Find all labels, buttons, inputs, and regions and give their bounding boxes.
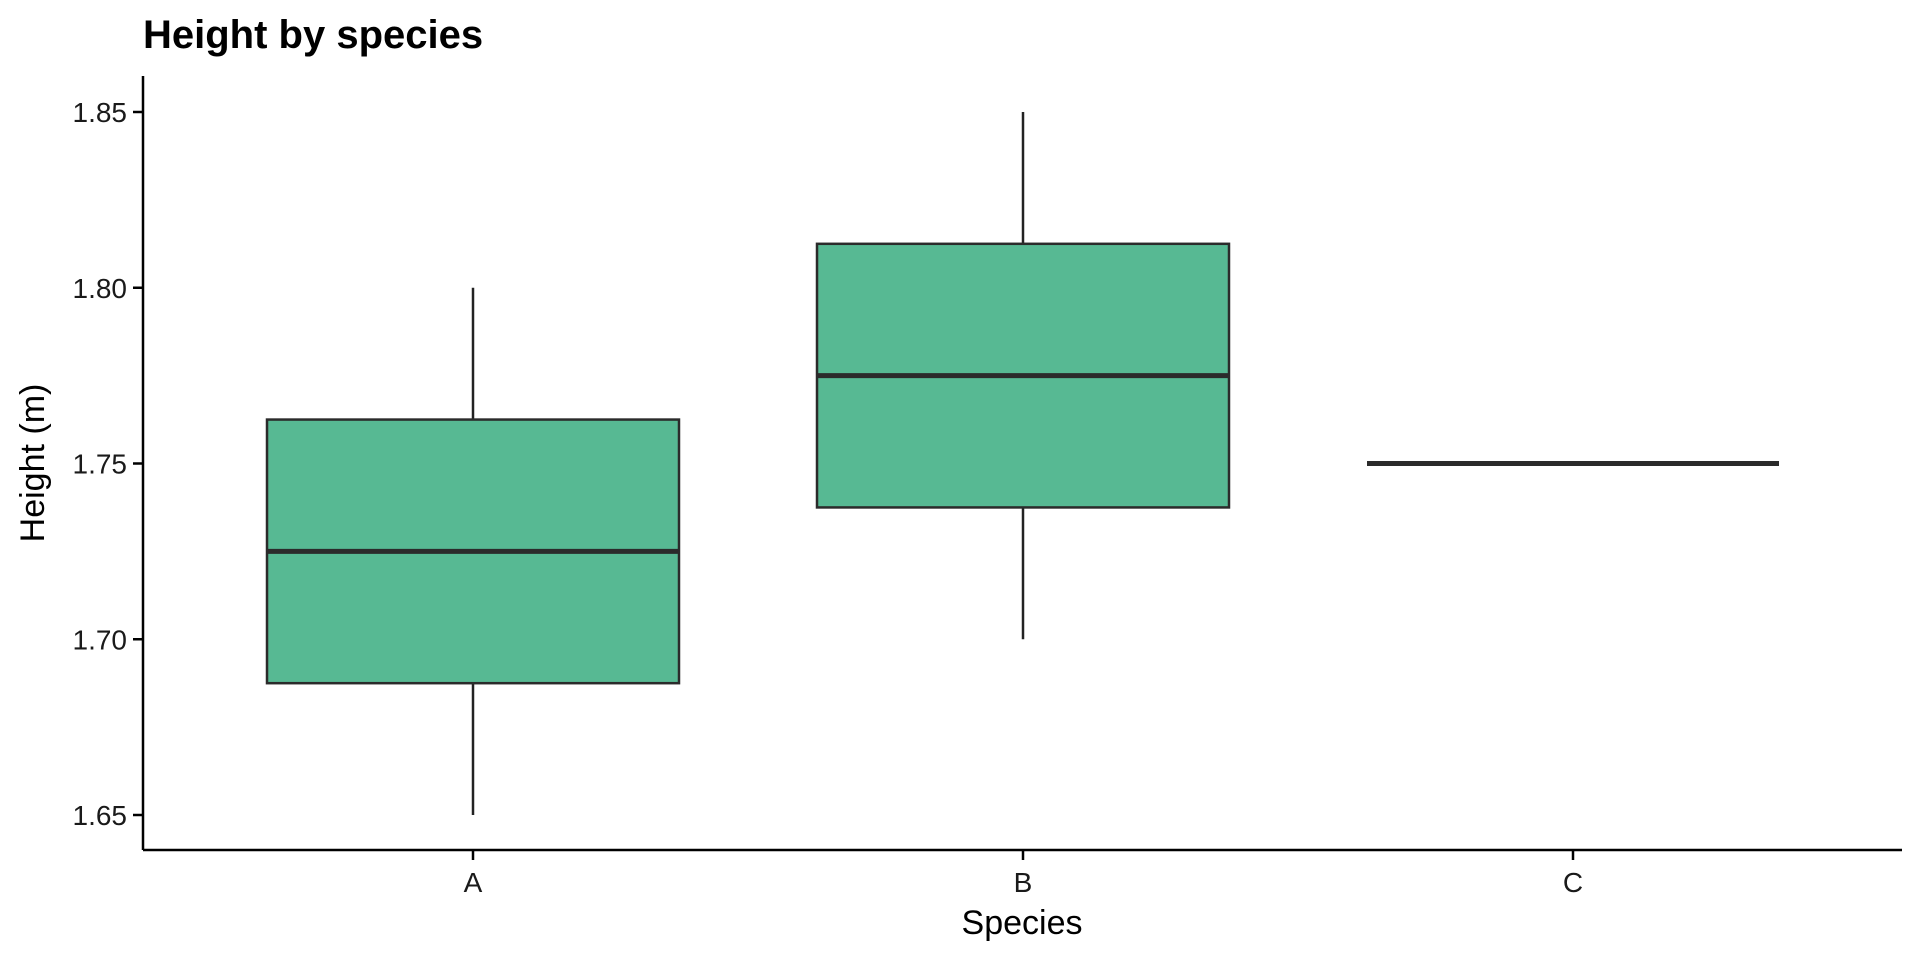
plot-area xyxy=(265,112,1779,815)
y-tick-label-2: 1.75 xyxy=(73,449,128,480)
y-axis-label: Height (m) xyxy=(14,384,52,543)
chart-title: Height by species xyxy=(143,13,483,57)
box-B xyxy=(815,112,1231,640)
x-axis-label: Species xyxy=(962,904,1083,942)
y-tick-label-3: 1.80 xyxy=(73,273,128,304)
box-A xyxy=(265,287,681,815)
y-axis: 1.65 1.70 1.75 1.80 1.85 xyxy=(73,76,145,850)
x-tick-label-A: A xyxy=(464,867,483,898)
x-tick-label-B: B xyxy=(1014,867,1033,898)
y-tick-label-0: 1.65 xyxy=(73,800,128,831)
y-tick-label-1: 1.70 xyxy=(73,624,128,655)
y-tick-label-4: 1.85 xyxy=(73,97,128,128)
x-tick-label-C: C xyxy=(1563,867,1583,898)
x-axis: A B C xyxy=(143,848,1902,898)
